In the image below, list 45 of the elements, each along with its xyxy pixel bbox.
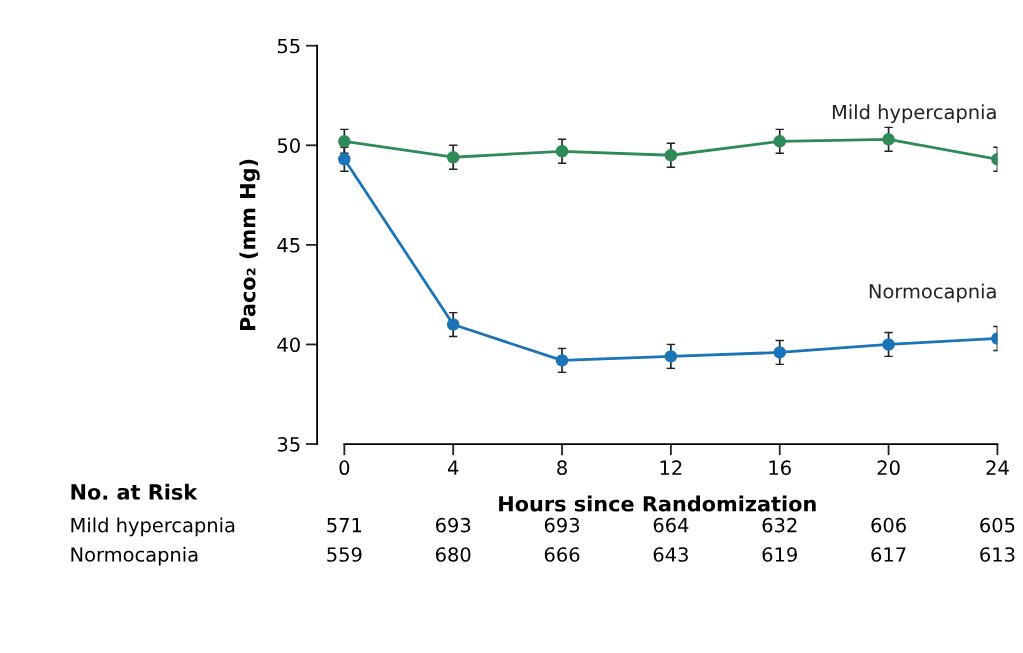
point bbox=[555, 145, 569, 158]
y-tick-label: 55 bbox=[277, 38, 300, 54]
y-tick-label: 40 bbox=[277, 337, 300, 353]
point bbox=[338, 152, 351, 166]
y-tick-label: 35 bbox=[277, 437, 300, 452]
x-tick-label: 8 bbox=[557, 460, 567, 476]
x-tick-label: 12 bbox=[660, 460, 682, 475]
series-label: Normocapnia bbox=[869, 283, 996, 303]
point bbox=[882, 133, 895, 146]
x-tick-label: 24 bbox=[986, 460, 1009, 475]
y-tick-label: 50 bbox=[277, 138, 300, 153]
point bbox=[555, 354, 569, 367]
x-tick-label: 4 bbox=[447, 460, 459, 475]
x-tick-label: 20 bbox=[877, 460, 900, 476]
x-axis-title: Hours since Randomization bbox=[499, 495, 816, 512]
text: No. at Risk bbox=[71, 483, 198, 500]
y-axis-title: Paco₂ (mm Hg) bbox=[239, 159, 260, 330]
text: 571 bbox=[327, 518, 362, 533]
x-tick-label: 0 bbox=[339, 460, 350, 476]
x-tick-label: 16 bbox=[769, 460, 791, 476]
text: 559 bbox=[327, 547, 362, 562]
point bbox=[773, 135, 786, 148]
text: 632 bbox=[762, 517, 797, 533]
text: 693 bbox=[435, 517, 471, 533]
text: 613 bbox=[980, 547, 1015, 562]
point bbox=[882, 338, 895, 351]
point bbox=[338, 135, 351, 148]
point bbox=[664, 350, 678, 363]
point bbox=[446, 318, 460, 331]
text: Mild hypercapnia bbox=[71, 517, 235, 537]
text: 664 bbox=[653, 517, 689, 533]
text: 666 bbox=[544, 547, 580, 562]
point bbox=[773, 346, 786, 359]
text: 619 bbox=[762, 547, 797, 562]
series-label: Mild hypercapnia bbox=[832, 104, 996, 124]
text: Normocapnia bbox=[71, 546, 198, 566]
text: 617 bbox=[871, 547, 906, 562]
point bbox=[664, 149, 678, 162]
text: 606 bbox=[871, 517, 906, 533]
text: 643 bbox=[653, 547, 688, 562]
point bbox=[446, 150, 460, 164]
text: 680 bbox=[435, 547, 471, 562]
y-tick-label: 45 bbox=[277, 238, 300, 253]
text: 693 bbox=[544, 517, 580, 533]
text: 605 bbox=[980, 517, 1015, 533]
